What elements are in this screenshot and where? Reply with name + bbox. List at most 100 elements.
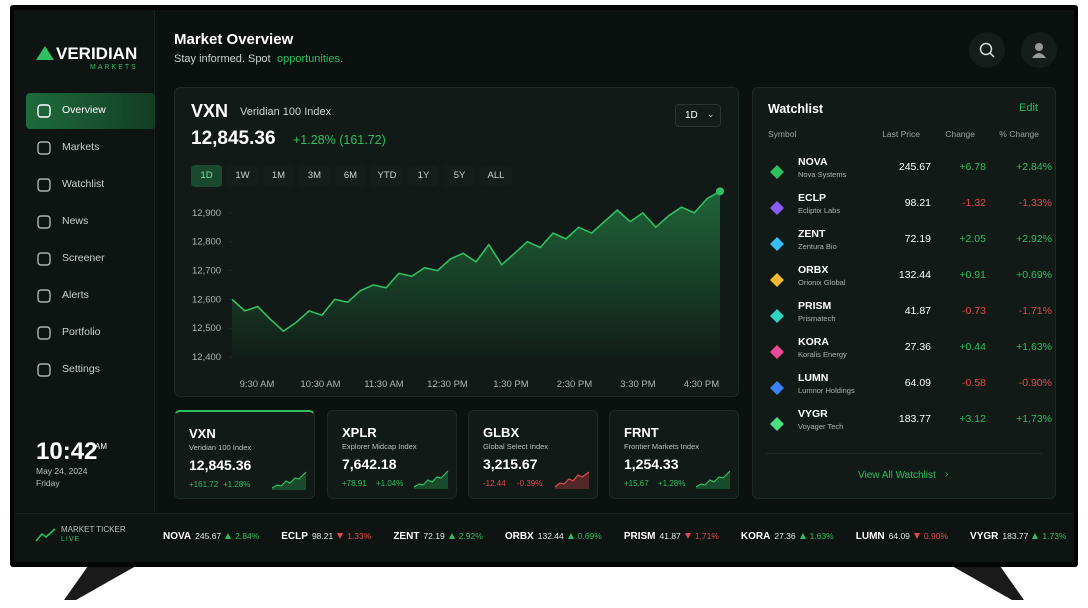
card-symbol: VXN (189, 426, 216, 441)
logo-icon (36, 46, 54, 60)
index-card[interactable]: XPLR Explorer Midcap Index 7,642.18 +78.91 +… (327, 410, 457, 499)
period-dropdown[interactable]: 1D ⌄ (675, 104, 721, 127)
range-button[interactable]: 1W (227, 165, 258, 187)
watchlist-row[interactable]: ECLP Ecliptix Labs 98.21 -1.32 -1.33% (762, 191, 1052, 225)
nav-item[interactable]: Alerts (26, 278, 155, 314)
ticker-price: 27.36 (774, 531, 796, 541)
range-button[interactable]: ALL (480, 165, 512, 187)
clock-time: 10:42 (36, 438, 98, 465)
range-button[interactable]: 6M (335, 165, 366, 187)
nav-icon (37, 363, 51, 377)
watchlist-row[interactable]: PRISM Prismatech 41.87 -0.73 -1.71% (762, 299, 1052, 333)
column-header: Change (945, 129, 975, 139)
y-tick-label: 12,800 (192, 237, 221, 248)
ticker-price: 64.09 (888, 531, 910, 541)
nav-item[interactable]: Markets (26, 130, 155, 166)
card-name: Explorer Midcap Index (342, 442, 417, 451)
profile-button[interactable] (1021, 32, 1057, 68)
row-name: Koralis Energy (798, 350, 847, 359)
icon (1035, 43, 1043, 51)
watchlist-row[interactable]: NOVA Nova Systems 245.67 +6.78 +2.84% (762, 155, 1052, 189)
watchlist-row[interactable]: LUMN Lumnor Holdings 64.09 -0.58 -0.90% (762, 371, 1052, 405)
x-tick-label: 9:30 AM (240, 379, 275, 390)
nav-item[interactable]: Portfolio (26, 315, 155, 351)
icon (979, 42, 993, 56)
nav-item[interactable]: Settings (26, 352, 155, 388)
ticker-item: NOVA 245.67 2.84% (163, 531, 259, 542)
x-tick-label: 11:30 AM (364, 379, 404, 390)
icon-shape (770, 165, 784, 179)
watchlist-row[interactable]: VYGR Voyager Tech 183.77 +3.12 +1.73% (762, 407, 1052, 441)
nav-icon-shape (37, 104, 51, 118)
ticker-price: 98.21 (311, 531, 334, 541)
icon-shape (770, 381, 784, 395)
ticker-pct: 1.63% (809, 531, 834, 541)
row-symbol: ECLP (798, 192, 827, 204)
nav-item[interactable]: News (26, 204, 155, 240)
nav-label: Settings (62, 363, 100, 375)
ticker-pct: 2.92% (458, 531, 483, 541)
symbol-icon (770, 309, 784, 323)
ticker-arrow (799, 533, 806, 539)
x-tick-label: 12:30 PM (427, 379, 468, 390)
nav-item[interactable]: Watchlist (26, 167, 155, 203)
column-header: % Change (999, 129, 1039, 139)
row-name: Zentura Bio (798, 242, 837, 251)
header-subtitle: Stay informed. Spot (174, 53, 271, 65)
range-button[interactable]: 3M (299, 165, 330, 187)
range-button[interactable]: 1Y (408, 165, 439, 187)
ticker-symbol: KORA (740, 530, 771, 542)
sparkline-line (413, 470, 449, 488)
index-card[interactable]: GLBX Global Select Index 3,215.67 -12.44 -0.… (468, 410, 598, 499)
sparkline (413, 470, 449, 489)
row-pct: +1.73% (1016, 413, 1052, 425)
ticker-symbol: VYGR (970, 530, 999, 542)
watchlist-row[interactable]: ZENT Zentura Bio 72.19 +2.05 +2.92% (762, 227, 1052, 261)
ticker-symbol: PRISM (623, 530, 656, 542)
y-tick-label: 12,500 (192, 323, 221, 334)
ticker-item: ORBX 132.44 0.69% (505, 531, 602, 542)
arrow-shape (799, 533, 806, 539)
card-symbol: XPLR (342, 425, 377, 440)
sparkline-area (272, 472, 306, 490)
ticker-pct: 0.90% (923, 531, 949, 541)
chart-symbol: VXN (191, 101, 229, 121)
watchlist-row[interactable]: ORBX Orionix Global 132.44 +0.91 +0.69% (762, 263, 1052, 297)
card-change: +15.67 (624, 479, 649, 488)
icon-shape (770, 309, 784, 323)
watchlist-title: Watchlist (768, 102, 824, 116)
ticker-bar (14, 513, 1074, 562)
card-pct: +1.28% (223, 480, 251, 489)
area (232, 191, 720, 357)
index-card[interactable]: FRNT Frontier Markets Index 1,254.33 +15.67… (609, 410, 739, 499)
sparkline (554, 471, 590, 489)
index-card[interactable]: VXN Veridian 100 Index 12,845.36 +161.72 +1.… (174, 410, 315, 499)
x-tick-label: 2:30 PM (557, 379, 592, 390)
row-pct: -0.90% (1018, 377, 1052, 389)
range-button[interactable]: 1M (263, 165, 294, 187)
ticker-item: VYGR 183.77 1.73% (970, 531, 1066, 542)
row-pct: +2.92% (1016, 233, 1052, 245)
view-all-link[interactable]: View All Watchlist (858, 470, 936, 481)
nav-icon-shape (37, 363, 51, 377)
symbol-icon (770, 165, 784, 179)
nav-item[interactable]: Overview (26, 93, 155, 129)
row-name: Lumnor Holdings (798, 386, 855, 395)
icon-shape (770, 345, 784, 359)
nav-item[interactable]: Screener (26, 241, 155, 277)
range-button[interactable]: 5Y (444, 165, 475, 187)
header-highlight: opportunities. (277, 53, 344, 65)
profile-button-icon (1032, 43, 1046, 58)
row-pct: +2.84% (1016, 161, 1052, 173)
range-button[interactable]: 1D (191, 165, 222, 187)
symbol-icon (770, 201, 784, 215)
card-price: 3,215.67 (483, 456, 538, 472)
search-button[interactable] (969, 32, 1005, 68)
x-tick-label: 10:30 AM (300, 379, 340, 390)
watchlist-row[interactable]: KORA Koralis Energy 27.36 +0.44 +1.63% (762, 335, 1052, 369)
range-button[interactable]: YTD (371, 165, 403, 187)
sparkline-line (554, 471, 590, 488)
ticker-symbol: NOVA (163, 530, 192, 542)
watchlist-edit[interactable]: Edit (1019, 102, 1038, 114)
